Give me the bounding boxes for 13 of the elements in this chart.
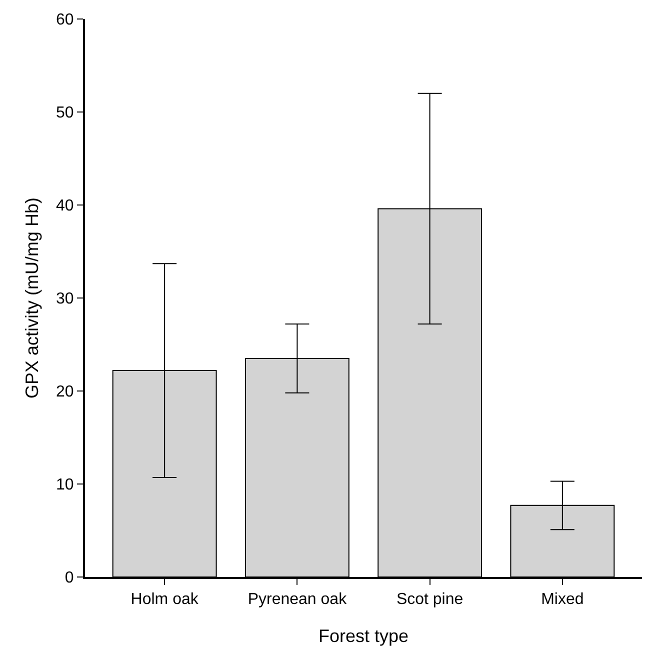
x-axis-title: Forest type — [318, 626, 409, 646]
x-tick-label: Mixed — [541, 591, 584, 608]
y-axis-title: GPX activity (mU/mg Hb) — [22, 197, 42, 399]
y-tick-label: 0 — [64, 570, 74, 587]
x-tick-label: Scot pine — [396, 591, 464, 608]
y-tick-label: 50 — [56, 104, 74, 122]
y-tick-label: 60 — [56, 12, 74, 29]
y-tick-label: 30 — [56, 290, 74, 308]
x-tick-label: Holm oak — [130, 591, 200, 608]
y-tick-label: 10 — [56, 476, 74, 494]
y-tick-label: 20 — [56, 384, 74, 401]
x-tick-label: Pyrenean oak — [248, 591, 348, 608]
y-tick-label: 40 — [56, 198, 74, 215]
